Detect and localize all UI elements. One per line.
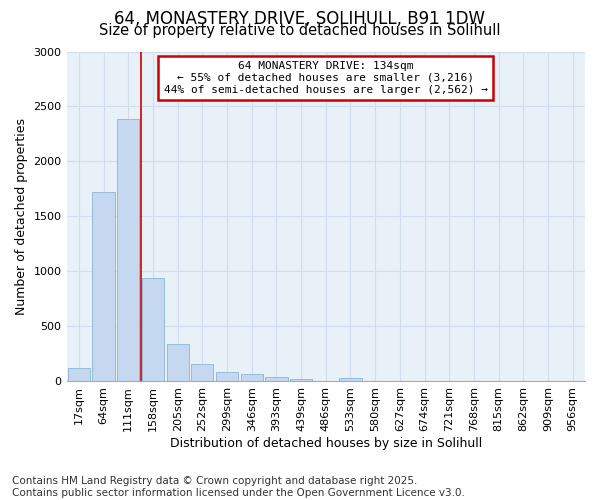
Bar — [191, 364, 214, 382]
Bar — [340, 378, 362, 382]
Bar — [265, 376, 287, 382]
Y-axis label: Number of detached properties: Number of detached properties — [15, 118, 28, 315]
Bar — [241, 374, 263, 382]
Bar — [167, 344, 189, 382]
Text: 64 MONASTERY DRIVE: 134sqm
← 55% of detached houses are smaller (3,216)
44% of s: 64 MONASTERY DRIVE: 134sqm ← 55% of deta… — [164, 62, 488, 94]
Bar — [290, 380, 312, 382]
Bar — [117, 118, 139, 382]
Text: Size of property relative to detached houses in Solihull: Size of property relative to detached ho… — [99, 22, 501, 38]
Bar — [142, 278, 164, 382]
Bar — [216, 372, 238, 382]
Text: 64, MONASTERY DRIVE, SOLIHULL, B91 1DW: 64, MONASTERY DRIVE, SOLIHULL, B91 1DW — [115, 10, 485, 28]
Text: Contains HM Land Registry data © Crown copyright and database right 2025.
Contai: Contains HM Land Registry data © Crown c… — [12, 476, 465, 498]
X-axis label: Distribution of detached houses by size in Solihull: Distribution of detached houses by size … — [170, 437, 482, 450]
Bar — [314, 381, 337, 382]
Bar — [68, 368, 90, 382]
Bar — [92, 192, 115, 382]
